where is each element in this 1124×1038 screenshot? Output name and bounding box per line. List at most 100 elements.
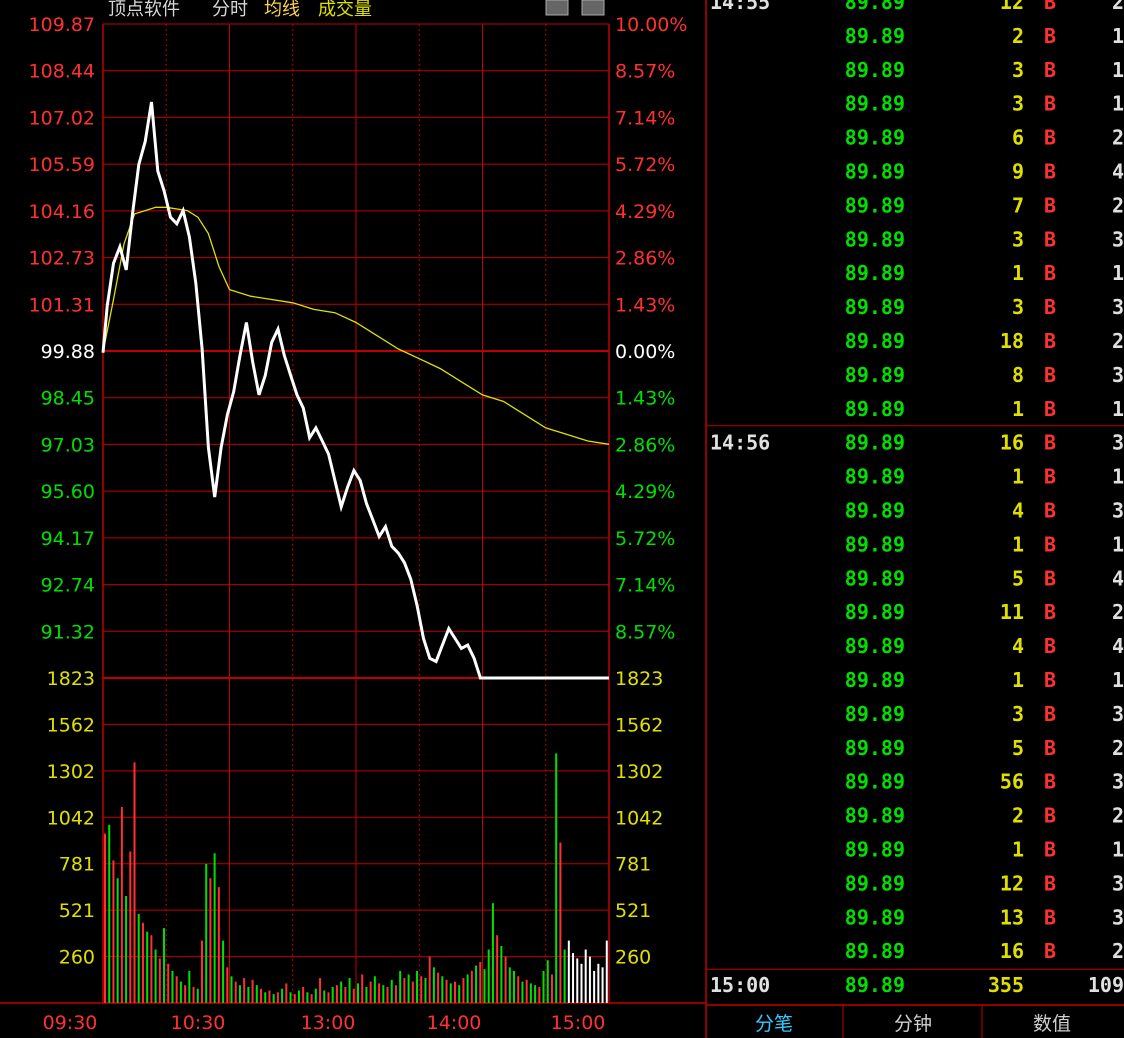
- pct-tick-label: 2.86%: [615, 248, 675, 270]
- pct-tick-label: 2.86%: [615, 434, 675, 456]
- tick-extra: 2: [1112, 329, 1124, 353]
- tick-side: B: [1044, 329, 1056, 353]
- volume-bar: [479, 961, 482, 1003]
- price-tick-label: 101.31: [29, 294, 95, 316]
- pct-tick-label: 0.00%: [615, 341, 675, 363]
- volume-bar: [601, 967, 604, 1003]
- volume-bar: [120, 806, 123, 1003]
- volume-bar: [171, 970, 174, 1003]
- volume-bar: [340, 981, 343, 1003]
- price-tick-label: 109.87: [29, 14, 95, 36]
- tick-extra: 2: [1112, 939, 1124, 963]
- volume-bar: [226, 967, 229, 1003]
- tick-volume: 1: [1012, 397, 1024, 421]
- volume-bar: [141, 922, 144, 1003]
- tick-price: 89.89: [845, 871, 905, 895]
- volume-bar: [458, 985, 461, 1003]
- volume-bar: [605, 940, 608, 1003]
- tick-volume: 1: [1012, 465, 1024, 489]
- tick-side: B: [1044, 160, 1056, 184]
- tick-price: 89.89: [845, 329, 905, 353]
- volume-bar: [513, 970, 516, 1003]
- volume-bar: [572, 953, 575, 1003]
- tick-side: B: [1044, 24, 1056, 48]
- tick-price: 89.89: [845, 668, 905, 692]
- tick-side: B: [1044, 92, 1056, 116]
- volume-bar: [508, 967, 511, 1003]
- volume-bar: [437, 972, 440, 1003]
- tick-extra: 2: [1112, 193, 1124, 217]
- tick-price: 89.89: [845, 838, 905, 862]
- volume-bar: [104, 833, 106, 1003]
- volume-bar: [382, 985, 385, 1003]
- price-tick-label: 91.32: [41, 621, 95, 643]
- volume-tick-label: 1042: [615, 807, 663, 829]
- tick-volume: 355: [988, 973, 1024, 997]
- price-tick-label: 102.73: [29, 248, 95, 270]
- tick-side: B: [1044, 261, 1056, 285]
- price-tick-label: 99.88: [41, 341, 95, 363]
- panel-icon: [581, 0, 605, 16]
- pct-tick-label: 10.00%: [615, 14, 687, 36]
- volume-bar: [483, 969, 486, 1003]
- volume-bar: [420, 976, 423, 1003]
- volume-bar: [175, 976, 178, 1003]
- volume-bar: [496, 935, 499, 1003]
- header-title: 顶点软件: [108, 0, 180, 20]
- tick-volume: 16: [1000, 939, 1024, 963]
- volume-bar: [281, 988, 284, 1003]
- volume-tick-label: 781: [615, 854, 651, 876]
- tick-volume: 56: [1000, 770, 1024, 794]
- pct-tick-label: 4.29%: [615, 481, 675, 503]
- tick-volume: 8: [1012, 363, 1024, 387]
- volume-bar: [306, 992, 309, 1003]
- volume-tick-label: 521: [615, 900, 651, 922]
- tick-extra: 3: [1112, 871, 1124, 895]
- tick-extra: 1: [1112, 532, 1124, 556]
- volume-bar: [424, 978, 427, 1003]
- tick-price: 89.89: [845, 58, 905, 82]
- volume-bar: [184, 985, 187, 1003]
- volume-bar: [116, 878, 119, 1003]
- tab-ticks[interactable]: 分笔: [755, 1013, 793, 1035]
- tab-values[interactable]: 数值: [1033, 1013, 1071, 1035]
- tick-extra: 3: [1112, 770, 1124, 794]
- volume-bar: [213, 853, 216, 1003]
- volume-bar: [399, 970, 402, 1003]
- volume-bar: [268, 990, 271, 1003]
- volume-bar: [335, 985, 338, 1003]
- tick-volume: 7: [1012, 193, 1024, 217]
- volume-tick-label: 1302: [47, 761, 95, 783]
- volume-bar: [361, 974, 364, 1003]
- pct-tick-label: 7.14%: [615, 575, 675, 597]
- volume-bar: [441, 976, 444, 1003]
- volume-bar: [369, 981, 372, 1003]
- volume-bar: [432, 967, 435, 1003]
- volume-bar: [466, 974, 469, 1003]
- volume-bar: [453, 981, 456, 1003]
- volume-bar: [546, 960, 549, 1003]
- pct-tick-label: 7.14%: [615, 107, 675, 129]
- volume-bar: [314, 988, 317, 1003]
- volume-bar: [331, 986, 334, 1003]
- tick-volume: 2: [1012, 804, 1024, 828]
- tick-extra: 4: [1112, 160, 1124, 184]
- tick-price: 89.89: [845, 532, 905, 556]
- tick-side: B: [1044, 295, 1056, 319]
- tick-price: 89.89: [845, 600, 905, 624]
- tick-side: B: [1044, 126, 1056, 150]
- volume-bar: [192, 986, 195, 1003]
- volume-bar: [222, 940, 225, 1003]
- volume-bar: [150, 935, 153, 1003]
- tick-extra: 1: [1112, 397, 1124, 421]
- tick-extra: 1: [1112, 92, 1124, 116]
- volume-bar: [445, 979, 448, 1003]
- tick-side: B: [1044, 0, 1056, 14]
- tick-extra: 2: [1112, 736, 1124, 760]
- tick-price: 89.89: [845, 736, 905, 760]
- tick-extra: 1: [1112, 668, 1124, 692]
- tick-volume: 3: [1012, 58, 1024, 82]
- volume-bar: [163, 928, 166, 1003]
- tab-minutes[interactable]: 分钟: [894, 1013, 932, 1035]
- tick-extra: 109: [1088, 973, 1124, 997]
